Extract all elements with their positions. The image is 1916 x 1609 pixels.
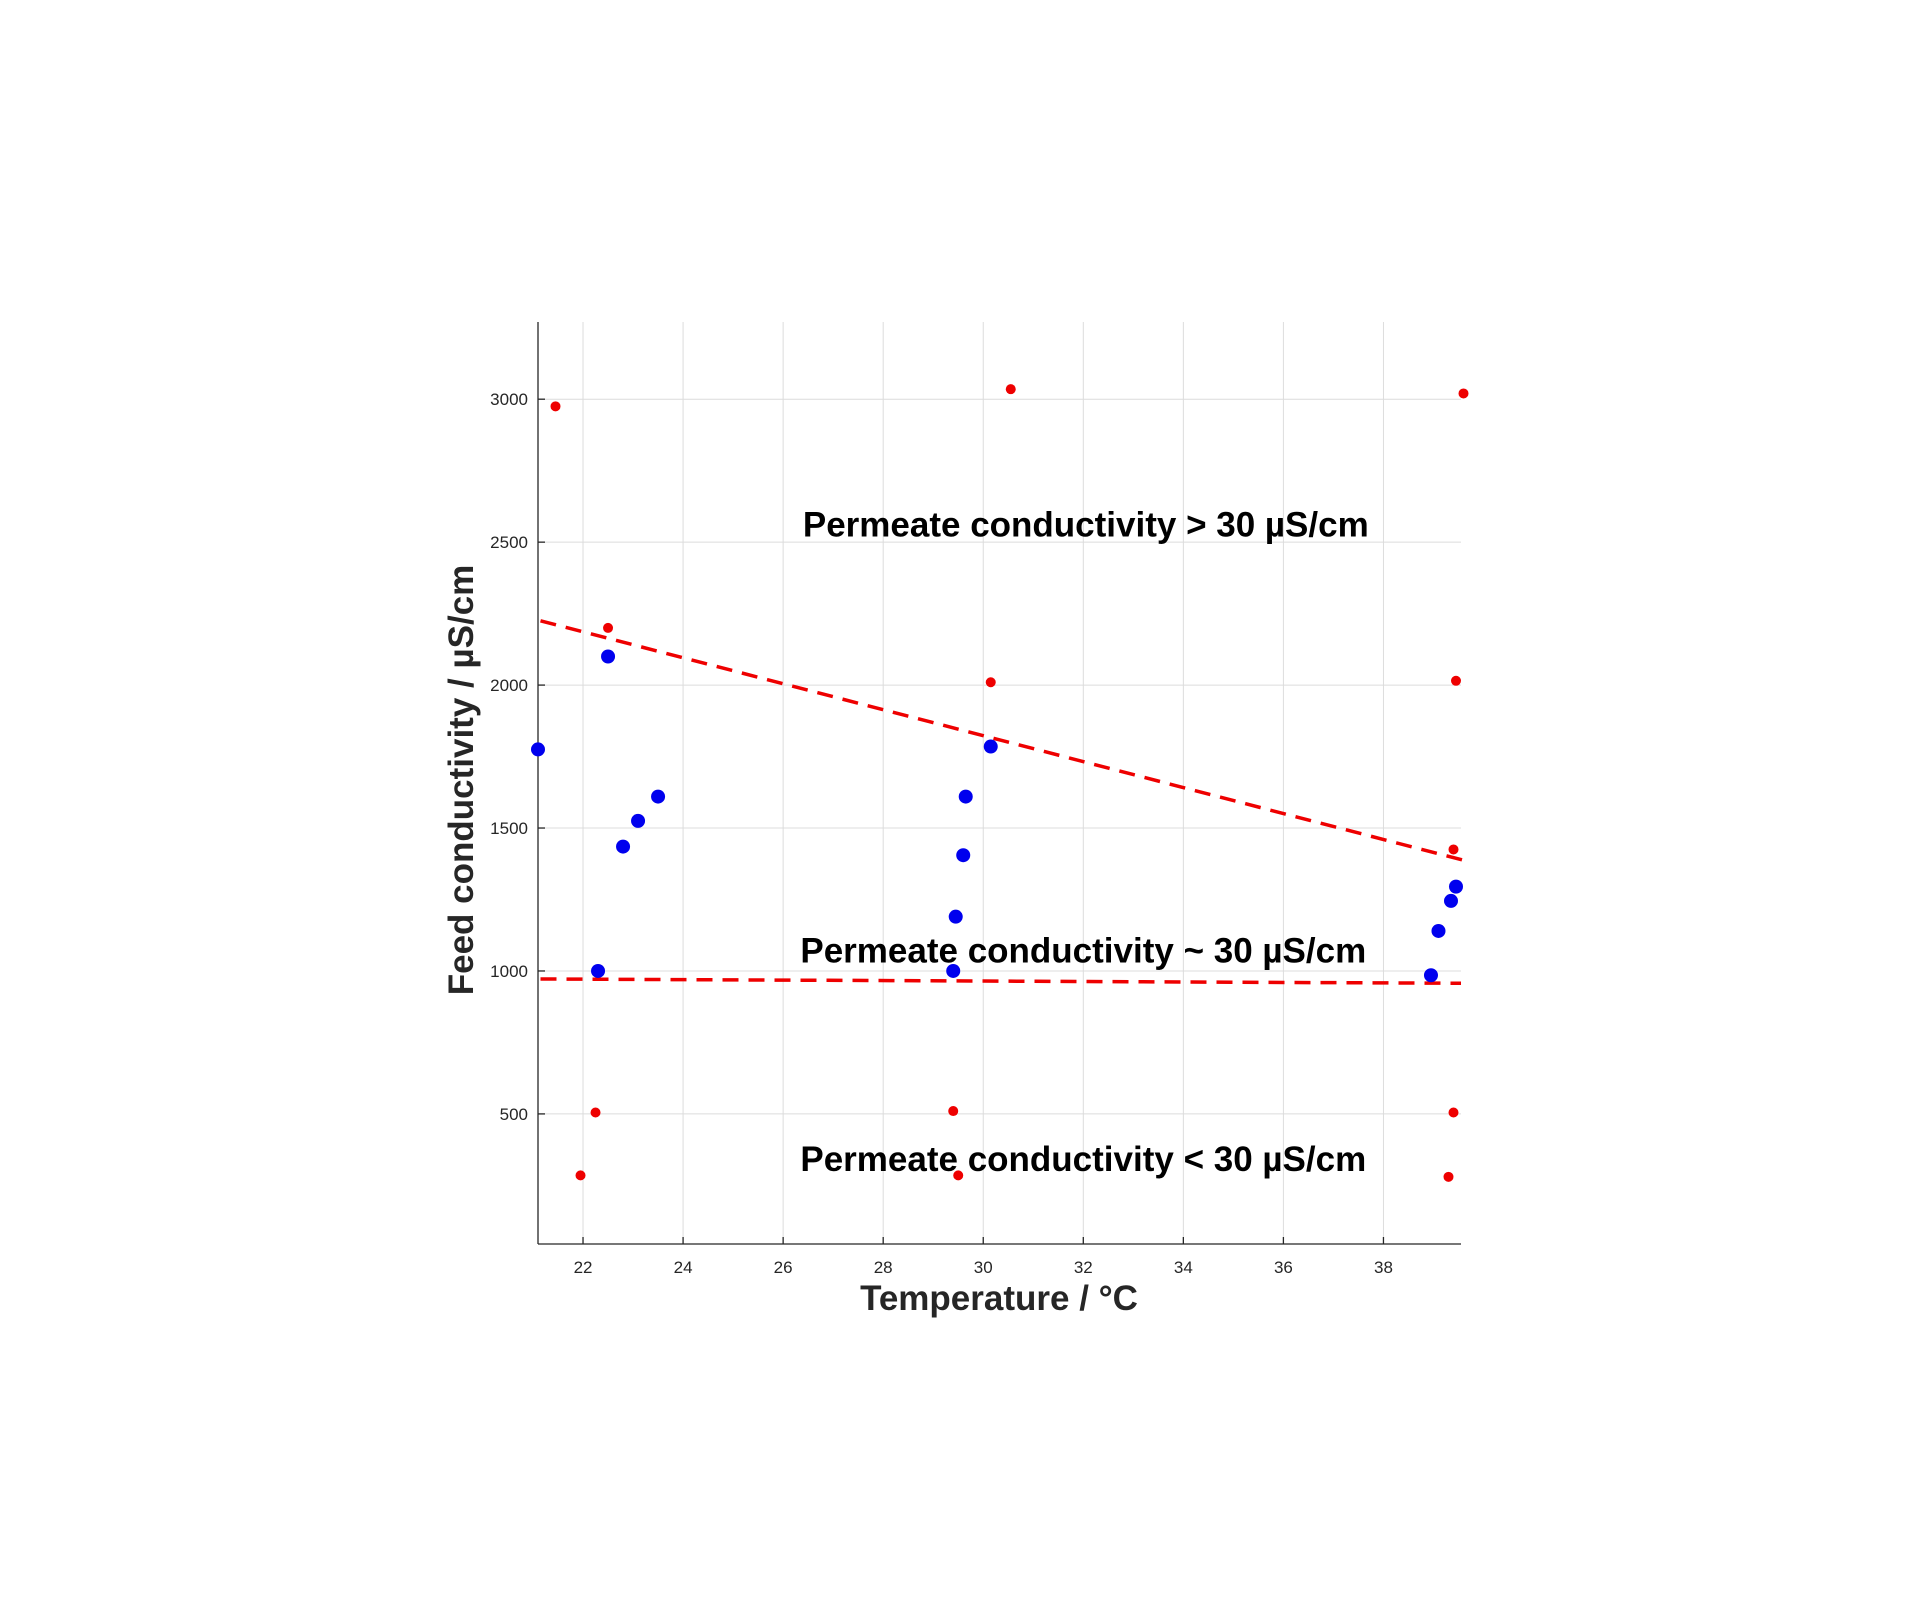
red-data-point bbox=[948, 1106, 959, 1117]
y-tick-label: 1000 bbox=[490, 962, 528, 981]
y-tick-label: 2000 bbox=[490, 676, 528, 695]
blue-data-point bbox=[1448, 879, 1463, 894]
blue-data-point bbox=[958, 789, 973, 804]
y-tick-label: 1500 bbox=[490, 819, 528, 838]
y-axis-title: Feed conductivity / µS/cm bbox=[442, 565, 481, 996]
y-tick-label: 3000 bbox=[490, 390, 528, 409]
red-data-point bbox=[603, 622, 614, 633]
y-tick-label: 500 bbox=[500, 1105, 528, 1124]
region-annotation: Permeate conductivity < 30 µS/cm bbox=[800, 1140, 1366, 1179]
x-tick-label: 38 bbox=[1374, 1258, 1393, 1277]
dashed-trend-line bbox=[540, 619, 1467, 863]
region-annotation: Permeate conductivity ~ 30 µS/cm bbox=[800, 931, 1366, 970]
x-tick-label: 32 bbox=[1074, 1258, 1093, 1277]
red-data-point bbox=[1443, 1171, 1454, 1182]
blue-data-point bbox=[531, 742, 545, 757]
x-tick-label: 24 bbox=[674, 1258, 693, 1277]
x-tick-label: 30 bbox=[974, 1258, 993, 1277]
region-annotation: Permeate conductivity > 30 µS/cm bbox=[803, 505, 1369, 544]
blue-data-point bbox=[983, 739, 998, 754]
red-data-point bbox=[550, 401, 561, 412]
blue-data-point bbox=[631, 813, 646, 828]
x-tick-label: 36 bbox=[1274, 1258, 1293, 1277]
red-data-point bbox=[1458, 388, 1469, 399]
red-data-point bbox=[575, 1170, 586, 1181]
blue-data-point bbox=[1423, 968, 1438, 983]
dashed-trend-line bbox=[540, 977, 1462, 986]
red-data-point bbox=[1448, 1107, 1459, 1118]
data-points bbox=[531, 384, 1469, 1182]
trend-lines bbox=[540, 619, 1467, 986]
blue-data-point bbox=[616, 839, 631, 854]
blue-data-point bbox=[601, 649, 616, 664]
blue-data-point bbox=[948, 909, 963, 924]
red-data-point bbox=[1450, 675, 1461, 686]
x-tick-label: 26 bbox=[774, 1258, 793, 1277]
red-data-point bbox=[1448, 844, 1459, 855]
blue-data-point bbox=[591, 963, 606, 978]
grid bbox=[538, 322, 1461, 1244]
blue-data-point bbox=[946, 963, 961, 978]
blue-data-point bbox=[1431, 923, 1446, 938]
y-tick-label: 2500 bbox=[490, 533, 528, 552]
red-data-point bbox=[1005, 384, 1016, 395]
x-axis-title: Temperature / °C bbox=[860, 1279, 1138, 1318]
red-data-point bbox=[590, 1107, 601, 1118]
blue-data-point bbox=[956, 848, 971, 863]
annotations: Permeate conductivity > 30 µS/cm Permeate… bbox=[800, 505, 1368, 1179]
red-data-point bbox=[953, 1170, 964, 1181]
blue-data-point bbox=[1443, 893, 1458, 908]
tick-labels: 22 24 26 28 30 32 34 36 38 500 1000 1500 2000 2500 300… bbox=[490, 390, 1393, 1277]
x-tick-label: 28 bbox=[874, 1258, 893, 1277]
red-data-point bbox=[985, 677, 996, 688]
axes bbox=[537, 322, 1461, 1245]
blue-data-point bbox=[651, 789, 666, 804]
x-tick-label: 34 bbox=[1174, 1258, 1193, 1277]
x-tick-label: 22 bbox=[574, 1258, 593, 1277]
